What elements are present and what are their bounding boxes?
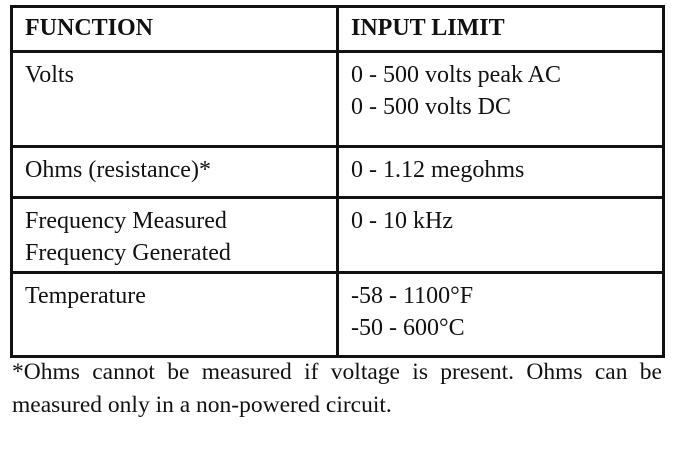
cell-line: 0 - 1.12 megohms (351, 157, 525, 183)
cell-line: Temperature (25, 283, 146, 309)
header-row: FUNCTION INPUT LIMIT (10, 5, 665, 53)
cell-line: Volts (25, 62, 74, 88)
cell-line: -58 - 1100°F (351, 283, 474, 309)
table-row: Frequency Measured Frequency Generated 0 -… (10, 196, 665, 274)
header-cell: INPUT LIMIT (336, 5, 665, 53)
table-cell: Temperature (10, 271, 339, 358)
cell-line: Ohms (resistance)* (25, 157, 211, 183)
cell-line: 0 - 500 volts DC (351, 94, 512, 120)
header-cell: FUNCTION (10, 5, 339, 53)
table-cell: Ohms (resistance)* (10, 145, 339, 199)
table-cell: 0 - 10 kHz (336, 196, 665, 274)
table-cell: 0 - 500 volts peak AC 0 - 500 volts DC (336, 50, 665, 148)
cell-line: 0 - 500 volts peak AC (351, 62, 561, 88)
table-cell: 0 - 1.12 megohms (336, 145, 665, 199)
table-row: Volts 0 - 500 volts peak AC 0 - 500 volts … (10, 50, 665, 148)
cell-line: 0 - 10 kHz (351, 208, 453, 234)
table-cell: Volts (10, 50, 339, 148)
table-row: Ohms (resistance)* 0 - 1.12 megohms (10, 145, 665, 199)
footnote: *Ohms cannot be measured if voltage is p… (12, 359, 662, 418)
cell-line: Frequency Generated (25, 240, 231, 266)
cell-line: Frequency Measured (25, 208, 227, 234)
cell-line: -50 - 600°C (351, 315, 465, 341)
table-row: Temperature -58 - 1100°F -50 - 600°C (10, 271, 665, 358)
limits-table: FUNCTION INPUT LIMIT Volts 0 - 500 volts p… (10, 5, 665, 358)
table-cell: -58 - 1100°F -50 - 600°C (336, 271, 665, 358)
table-cell: Frequency Measured Frequency Generated (10, 196, 339, 274)
